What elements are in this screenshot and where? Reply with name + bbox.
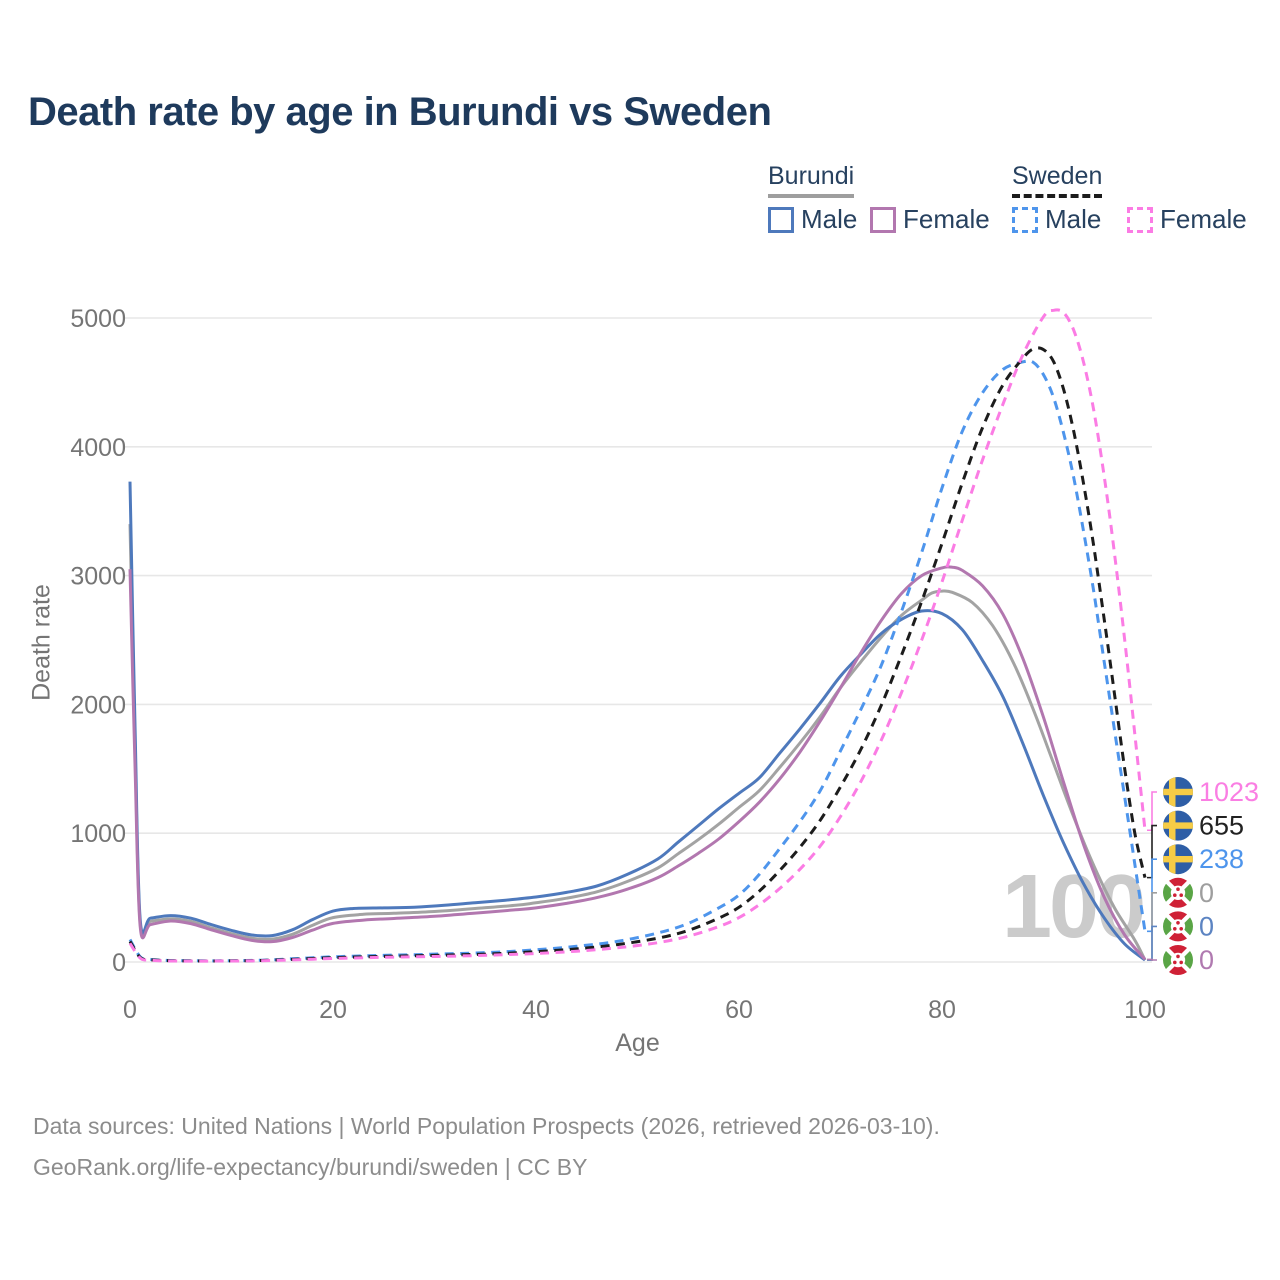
gridlines bbox=[124, 317, 1152, 963]
x-axis-title: Age bbox=[615, 1029, 660, 1057]
y-tick-label: 0 bbox=[112, 949, 126, 977]
axis-ticks: 0 1000 2000 3000 4000 5000 0 20 40 60 80 100 bbox=[70, 305, 1165, 1024]
burundi-flag-icon bbox=[1163, 945, 1193, 975]
end-value-label: 655 bbox=[1199, 811, 1244, 841]
sweden-male-swatch-icon bbox=[1012, 206, 1038, 233]
x-tick-label: 100 bbox=[1124, 996, 1166, 1024]
sweden-female-swatch-icon bbox=[1127, 206, 1153, 233]
leader-line bbox=[1147, 791, 1157, 832]
x-tick-label: 0 bbox=[123, 996, 137, 1024]
end-value-label: 0 bbox=[1199, 945, 1214, 975]
leader-line bbox=[1147, 824, 1157, 879]
end-value-label: 0 bbox=[1199, 911, 1214, 941]
sweden-flag-icon bbox=[1163, 777, 1193, 807]
legend-item-label: Male bbox=[801, 204, 858, 234]
series-line-burundi-female[interactable] bbox=[128, 565, 1147, 961]
burundi-flag-icon bbox=[1163, 877, 1193, 908]
series-line-burundi-both-sexes[interactable] bbox=[128, 524, 1147, 961]
series-lines bbox=[128, 308, 1147, 963]
legend-item-label: Female bbox=[1160, 204, 1247, 234]
legend-item-sweden-female[interactable]: Female bbox=[1127, 204, 1247, 235]
legend-item-burundi-female[interactable]: Female bbox=[870, 204, 990, 235]
legend-item-label: Male bbox=[1045, 204, 1102, 234]
x-tick-label: 40 bbox=[522, 996, 550, 1024]
burundi-flag-icon bbox=[1163, 911, 1193, 942]
y-tick-label: 3000 bbox=[70, 563, 126, 591]
legend-group-burundi: Burundi bbox=[768, 162, 855, 198]
series-line-sweden-female[interactable] bbox=[128, 308, 1147, 963]
sweden-flag-icon bbox=[1163, 810, 1193, 841]
sweden-flag-icon bbox=[1163, 844, 1193, 875]
legend-group-sweden: Sweden bbox=[1012, 162, 1103, 198]
footer-attribution: Data sources: United Nations | World Pop… bbox=[33, 1106, 940, 1188]
y-tick-label: 5000 bbox=[70, 305, 126, 333]
burundi-female-swatch-icon bbox=[870, 206, 896, 233]
x-tick-label: 80 bbox=[928, 996, 956, 1024]
page-title: Death rate by age in Burundi vs Sweden bbox=[28, 90, 772, 134]
end-value-label: 0 bbox=[1199, 878, 1214, 908]
legend-item-sweden-male[interactable]: Male bbox=[1012, 204, 1101, 235]
leader-line bbox=[1147, 958, 1157, 961]
x-tick-label: 20 bbox=[319, 996, 347, 1024]
y-tick-label: 2000 bbox=[70, 691, 126, 719]
legend-item-label: Female bbox=[903, 204, 990, 234]
end-value-label: 238 bbox=[1199, 844, 1244, 874]
y-tick-label: 1000 bbox=[70, 820, 126, 848]
data-sources-line: Data sources: United Nations | World Pop… bbox=[33, 1113, 940, 1139]
y-tick-label: 4000 bbox=[70, 434, 126, 462]
source-url-line: GeoRank.org/life-expectancy/burundi/swed… bbox=[33, 1154, 588, 1180]
watermark: 100 bbox=[1002, 857, 1146, 957]
burundi-male-swatch-icon bbox=[768, 206, 794, 233]
end-value-label: 1023 bbox=[1199, 777, 1259, 807]
series-line-burundi-male[interactable] bbox=[128, 481, 1146, 962]
x-tick-label: 60 bbox=[725, 996, 753, 1024]
legend-item-burundi-male[interactable]: Male bbox=[768, 204, 857, 235]
